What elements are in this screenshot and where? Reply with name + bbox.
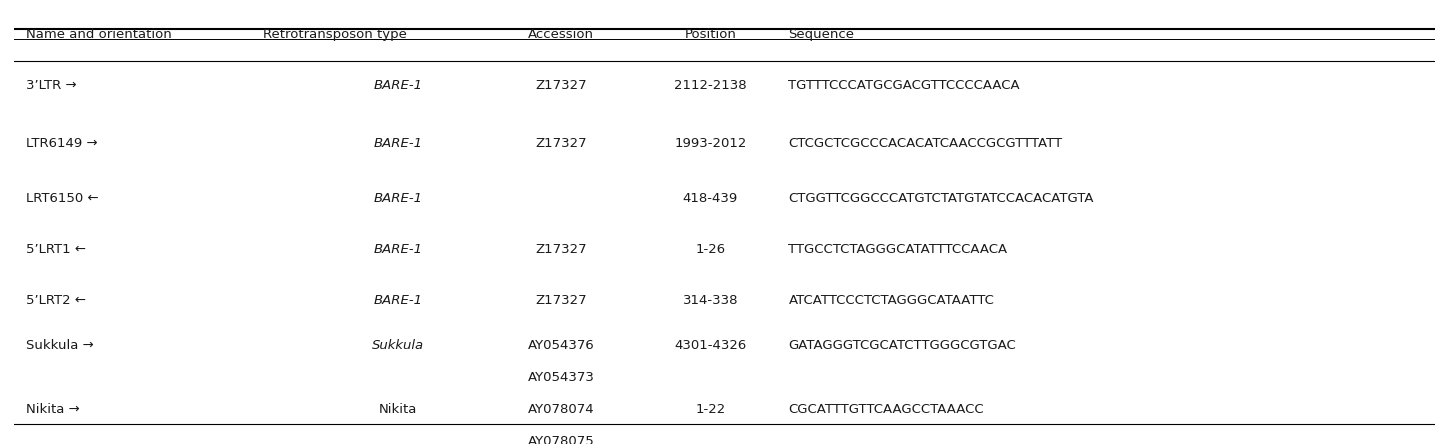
- Text: AY054373: AY054373: [527, 371, 594, 384]
- Text: ATCATTCCCTCTAGGGCATAATTC: ATCATTCCCTCTAGGGCATAATTC: [788, 294, 994, 307]
- Text: AY054376: AY054376: [527, 339, 594, 352]
- Text: TTGCCTCTAGGGCATATTTCCAACA: TTGCCTCTAGGGCATATTTCCAACA: [788, 243, 1007, 256]
- Text: 2112-2138: 2112-2138: [674, 79, 746, 92]
- Text: 314-338: 314-338: [682, 294, 738, 307]
- Text: Nikita →: Nikita →: [26, 403, 80, 416]
- Text: AY078075: AY078075: [527, 435, 594, 444]
- Text: 4301-4326: 4301-4326: [674, 339, 746, 352]
- Text: 1-26: 1-26: [696, 243, 726, 256]
- Text: Sukkula: Sukkula: [372, 339, 425, 352]
- Text: Z17327: Z17327: [535, 294, 587, 307]
- Text: Accession: Accession: [529, 28, 594, 41]
- Text: Sukkula →: Sukkula →: [26, 339, 94, 352]
- Text: CTCGCTCGCCCACACATCAACCGCGTTTATT: CTCGCTCGCCCACACATCAACCGCGTTTATT: [788, 137, 1062, 150]
- Text: AY078074: AY078074: [527, 403, 594, 416]
- Text: Z17327: Z17327: [535, 137, 587, 150]
- Text: BARE-1: BARE-1: [374, 294, 423, 307]
- Text: Retrotransposon type: Retrotransposon type: [264, 28, 407, 41]
- Text: Name and orientation: Name and orientation: [26, 28, 171, 41]
- Text: CGCATTTGTTCAAGCCTAAACC: CGCATTTGTTCAAGCCTAAACC: [788, 403, 984, 416]
- Text: CTGGTTCGGCCCATGTCTATGTATCCACACATGTA: CTGGTTCGGCCCATGTCTATGTATCCACACATGTA: [788, 192, 1094, 205]
- Text: Position: Position: [684, 28, 736, 41]
- Text: 5’LRT1 ←: 5’LRT1 ←: [26, 243, 85, 256]
- Text: GATAGGGTCGCATCTTGGGCGTGAC: GATAGGGTCGCATCTTGGGCGTGAC: [788, 339, 1016, 352]
- Text: BARE-1: BARE-1: [374, 243, 423, 256]
- Text: 1-22: 1-22: [696, 403, 726, 416]
- Text: LRT6150 ←: LRT6150 ←: [26, 192, 99, 205]
- Text: LTR6149 →: LTR6149 →: [26, 137, 97, 150]
- Text: 5’LRT2 ←: 5’LRT2 ←: [26, 294, 85, 307]
- Text: BARE-1: BARE-1: [374, 79, 423, 92]
- Text: TGTTTCCCATGCGACGTTCCCCAACA: TGTTTCCCATGCGACGTTCCCCAACA: [788, 79, 1020, 92]
- Text: Z17327: Z17327: [535, 243, 587, 256]
- Text: BARE-1: BARE-1: [374, 192, 423, 205]
- Text: Nikita: Nikita: [378, 403, 417, 416]
- Text: BARE-1: BARE-1: [374, 137, 423, 150]
- Text: Z17327: Z17327: [535, 79, 587, 92]
- Text: 1993-2012: 1993-2012: [674, 137, 746, 150]
- Text: 3’LTR →: 3’LTR →: [26, 79, 77, 92]
- Text: Sequence: Sequence: [788, 28, 855, 41]
- Text: 418-439: 418-439: [682, 192, 738, 205]
